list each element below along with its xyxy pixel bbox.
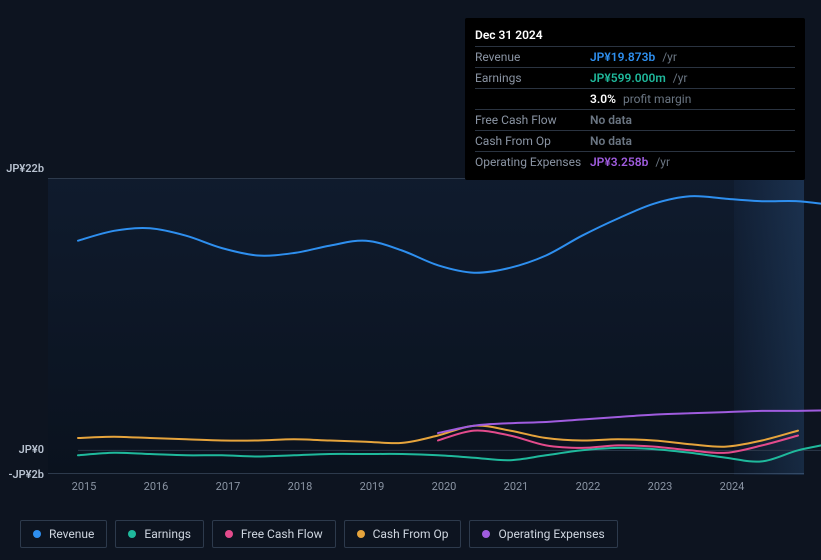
series-line-operating_expenses: [438, 410, 821, 433]
tooltip-row: RevenueJP¥19.873b /yr: [475, 47, 795, 68]
legend-dot-icon: [33, 530, 41, 538]
legend-item-label: Cash From Op: [373, 527, 449, 541]
tooltip-row-label: Operating Expenses: [475, 152, 590, 173]
legend-item-free_cash_flow[interactable]: Free Cash Flow: [212, 520, 336, 548]
legend-item-cash_from_op[interactable]: Cash From Op: [344, 520, 462, 548]
tooltip-row-label: Revenue: [475, 47, 590, 68]
y-axis-label: -JP¥2b: [0, 468, 44, 481]
x-axis-label: 2017: [216, 480, 241, 493]
x-axis-labels: 2015 2016 2017 2018 2019 2020 2021 2022 2023 2024: [48, 480, 804, 500]
x-axis-label: 2016: [144, 480, 169, 493]
legend-item-label: Free Cash Flow: [241, 527, 323, 541]
tooltip-row-value: JP¥19.873b /yr: [590, 47, 795, 68]
y-axis-label: JP¥22b: [0, 162, 44, 175]
legend-item-label: Operating Expenses: [498, 527, 604, 541]
series-line-free_cash_flow: [438, 430, 798, 452]
x-axis-label: 2015: [72, 480, 97, 493]
legend-dot-icon: [225, 530, 233, 538]
chart-plot-area[interactable]: [48, 178, 804, 474]
x-axis-label: 2019: [360, 480, 385, 493]
legend-item-operating_expenses[interactable]: Operating Expenses: [469, 520, 617, 548]
chart-legend: Revenue Earnings Free Cash Flow Cash From O…: [20, 520, 618, 548]
legend-item-label: Earnings: [144, 527, 191, 541]
tooltip-row: Cash From OpNo data: [475, 131, 795, 152]
tooltip-row-value: JP¥599.000m /yr: [590, 68, 795, 89]
tooltip-row-value: No data: [590, 131, 795, 152]
x-axis-label: 2022: [576, 480, 601, 493]
hover-tooltip: Dec 31 2024 RevenueJP¥19.873b /yrEarning…: [465, 18, 805, 180]
financials-chart: JP¥22bJP¥0-JP¥2b: [18, 178, 804, 474]
y-axis-label: JP¥0: [0, 443, 44, 456]
x-axis-label: 2020: [432, 480, 457, 493]
legend-dot-icon: [357, 530, 365, 538]
legend-item-revenue[interactable]: Revenue: [20, 520, 107, 548]
tooltip-row-label: Earnings: [475, 68, 590, 89]
tooltip-row-value: No data: [590, 110, 795, 131]
tooltip-row-value: JP¥3.258b /yr: [590, 152, 795, 173]
tooltip-date: Dec 31 2024: [475, 24, 795, 46]
series-line-revenue: [78, 196, 821, 273]
legend-dot-icon: [128, 530, 136, 538]
tooltip-row: 3.0% profit margin: [475, 89, 795, 110]
x-axis-label: 2018: [288, 480, 313, 493]
chart-lines: [78, 179, 821, 475]
tooltip-table: RevenueJP¥19.873b /yrEarningsJP¥599.000m…: [475, 46, 795, 172]
legend-item-earnings[interactable]: Earnings: [115, 520, 204, 548]
legend-item-label: Revenue: [49, 527, 94, 541]
tooltip-row: Free Cash FlowNo data: [475, 110, 795, 131]
tooltip-row: EarningsJP¥599.000m /yr: [475, 68, 795, 89]
tooltip-row-value: 3.0% profit margin: [590, 89, 795, 110]
tooltip-row: Operating ExpensesJP¥3.258b /yr: [475, 152, 795, 173]
tooltip-row-label: [475, 89, 590, 110]
tooltip-row-label: Cash From Op: [475, 131, 590, 152]
series-line-cash_from_op: [78, 426, 798, 447]
x-axis-label: 2024: [720, 480, 745, 493]
x-axis-label: 2023: [648, 480, 673, 493]
tooltip-row-label: Free Cash Flow: [475, 110, 590, 131]
legend-dot-icon: [482, 530, 490, 538]
x-axis-label: 2021: [504, 480, 529, 493]
